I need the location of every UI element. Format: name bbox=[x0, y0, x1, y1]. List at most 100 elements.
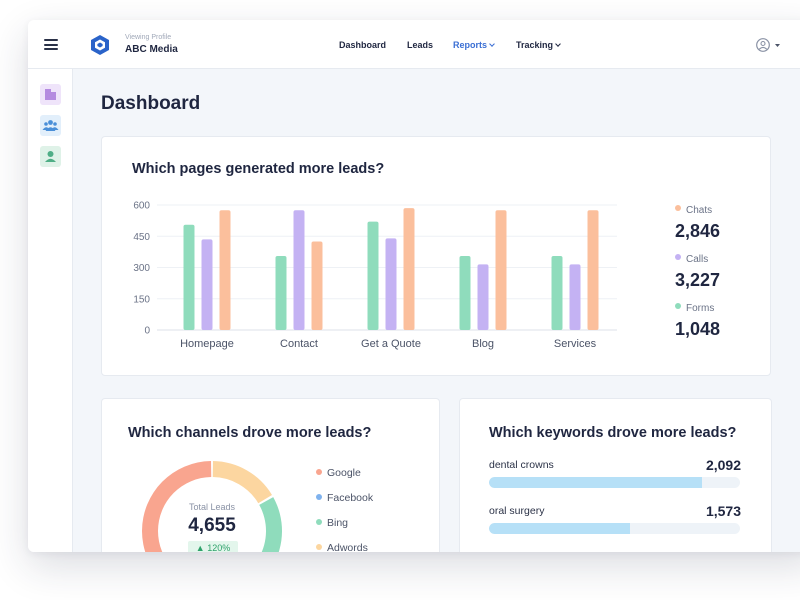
bar-forms bbox=[367, 221, 379, 330]
sidebar-item-profile[interactable] bbox=[40, 146, 61, 167]
nav-tracking[interactable]: Tracking bbox=[516, 40, 561, 50]
keyword-value: 1,573 bbox=[705, 503, 741, 519]
sidebar-item-companies[interactable] bbox=[40, 84, 61, 105]
bar-chats bbox=[587, 210, 599, 330]
legend-dot bbox=[316, 494, 322, 501]
bar-chats bbox=[219, 210, 231, 330]
bar-chats bbox=[311, 241, 323, 330]
arrow-up-icon: ▲ bbox=[195, 543, 205, 552]
legend-item-chats: Chats 2,846 bbox=[675, 200, 720, 242]
brand-subtitle: Viewing Profile bbox=[125, 34, 172, 41]
y-tick-label: 600 bbox=[133, 201, 150, 212]
page-title: Dashboard bbox=[101, 93, 201, 114]
brand-logo-icon[interactable] bbox=[90, 34, 110, 56]
keyword-label: oral surgery bbox=[489, 505, 545, 517]
legend-value: 3,227 bbox=[675, 270, 721, 290]
channels-leads-card: Which channels drove more leads? Total L… bbox=[101, 398, 440, 552]
bar-forms bbox=[551, 256, 563, 330]
x-tick-label: Get a Quote bbox=[361, 338, 421, 350]
donut-slice-google bbox=[142, 461, 212, 552]
bar-forms bbox=[275, 256, 287, 330]
legend-label: Calls bbox=[686, 254, 709, 265]
change-value: 120% bbox=[207, 543, 231, 552]
keywords-card-title: Which keywords drove more leads? bbox=[489, 425, 737, 441]
legend-dot bbox=[316, 544, 322, 551]
keyword-label: dental crowns bbox=[489, 459, 554, 471]
bar-calls bbox=[385, 238, 397, 330]
x-tick-label: Services bbox=[554, 338, 597, 350]
nav-dashboard-label: Dashboard bbox=[339, 40, 387, 50]
hamburger-icon[interactable] bbox=[44, 39, 58, 50]
chevron-down-icon bbox=[775, 44, 780, 47]
keyword-bar-track bbox=[489, 477, 740, 488]
nav-leads-label: Leads bbox=[407, 40, 434, 50]
legend-value: 2,846 bbox=[675, 221, 721, 241]
y-tick-label: 150 bbox=[133, 294, 150, 305]
nav-tracking-label: Tracking bbox=[516, 40, 554, 50]
legend-dot bbox=[316, 519, 322, 526]
user-menu-button[interactable] bbox=[756, 37, 782, 53]
x-tick-label: Contact bbox=[280, 338, 318, 350]
channel-legend-google: Google bbox=[316, 467, 361, 479]
user-icon bbox=[45, 151, 56, 162]
nav-reports[interactable]: Reports bbox=[453, 40, 495, 50]
sidebar-item-team[interactable] bbox=[40, 115, 61, 136]
legend-label: Adwords bbox=[327, 542, 368, 552]
legend-dot bbox=[675, 253, 681, 260]
bar-calls bbox=[293, 210, 305, 330]
x-tick-label: Homepage bbox=[180, 338, 234, 350]
legend-value: 1,048 bbox=[675, 319, 721, 339]
team-icon bbox=[42, 120, 59, 131]
chevron-down-icon bbox=[489, 41, 495, 47]
pages-card-title: Which pages generated more leads? bbox=[132, 161, 385, 177]
bar-forms bbox=[183, 224, 195, 330]
bar-forms bbox=[459, 256, 471, 330]
legend-label: Facebook bbox=[327, 492, 374, 504]
keywords-leads-card: Which keywords drove more leads? dental … bbox=[459, 398, 772, 552]
legend-label: Bing bbox=[327, 517, 349, 529]
channels-card-title: Which channels drove more leads? bbox=[128, 425, 372, 441]
legend-label: Google bbox=[327, 467, 361, 479]
nav-leads[interactable]: Leads bbox=[407, 40, 433, 50]
keyword-bar-fill bbox=[489, 477, 703, 488]
nav-reports-label: Reports bbox=[453, 40, 488, 50]
top-bar: Viewing Profile ABC Media Dashboard Lead… bbox=[28, 20, 800, 69]
total-leads-value: 4,655 bbox=[188, 515, 236, 536]
chevron-down-icon bbox=[555, 41, 561, 47]
channel-legend-bing: Bing bbox=[316, 517, 348, 529]
legend-dot bbox=[675, 204, 681, 211]
bar-calls bbox=[477, 264, 489, 330]
bar-calls bbox=[569, 264, 581, 330]
legend-item-calls: Calls 3,227 bbox=[675, 249, 720, 291]
keyword-bar-track bbox=[489, 523, 740, 534]
donut-slice-bing bbox=[259, 497, 282, 552]
change-badge: ▲ 120% bbox=[188, 541, 238, 552]
legend-label: Chats bbox=[686, 205, 713, 216]
legend-dot bbox=[675, 302, 681, 309]
building-icon bbox=[45, 89, 56, 100]
legend-dot bbox=[316, 469, 322, 476]
channels-donut-chart bbox=[142, 461, 282, 552]
legend-label: Forms bbox=[686, 303, 715, 314]
channel-legend-facebook: Facebook bbox=[316, 492, 373, 504]
bar-calls bbox=[201, 239, 213, 330]
y-tick-label: 300 bbox=[133, 263, 150, 274]
sidebar bbox=[28, 69, 73, 552]
keyword-bar-fill bbox=[489, 523, 630, 534]
nav-dashboard[interactable]: Dashboard bbox=[339, 40, 386, 50]
legend-item-forms: Forms 1,048 bbox=[675, 298, 720, 340]
brand-name[interactable]: ABC Media bbox=[125, 44, 178, 55]
donut-slice-adwords bbox=[212, 461, 273, 504]
y-tick-label: 450 bbox=[133, 232, 150, 243]
app-window: Viewing Profile ABC Media Dashboard Lead… bbox=[28, 20, 800, 552]
bar-chats bbox=[403, 208, 415, 330]
y-tick-label: 0 bbox=[144, 326, 150, 337]
x-tick-label: Blog bbox=[472, 338, 494, 350]
pages-leads-card: Which pages generated more leads? 0 150 30… bbox=[101, 136, 771, 376]
user-circle-icon bbox=[756, 38, 770, 52]
bar-chats bbox=[495, 210, 507, 330]
total-leads-label: Total Leads bbox=[188, 502, 236, 512]
channel-legend-adwords: Adwords bbox=[316, 542, 368, 552]
leads-by-page-chart: 0 150 300 450 600 Homepage Contact Get a Quote B… bbox=[133, 201, 617, 350]
keyword-value: 2,092 bbox=[705, 457, 741, 473]
